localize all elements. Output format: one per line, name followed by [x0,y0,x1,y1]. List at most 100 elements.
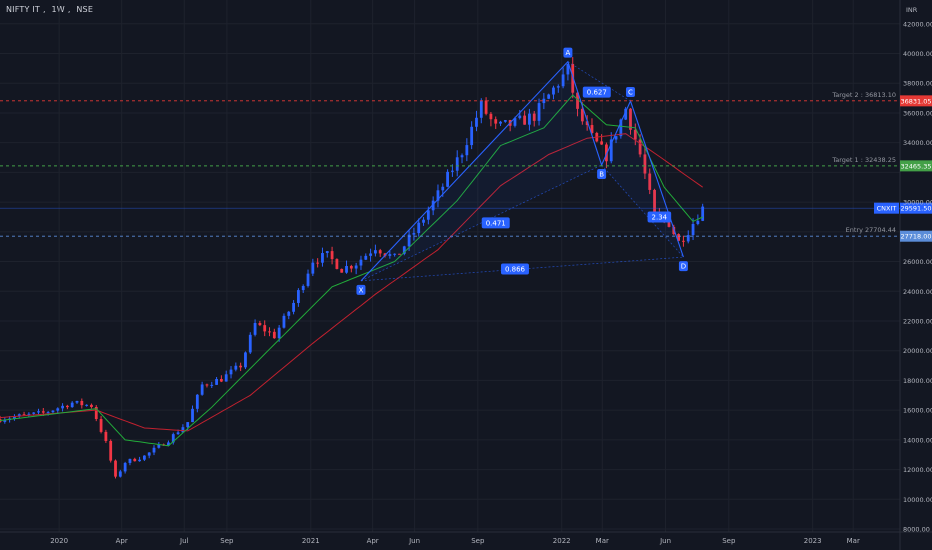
x-tick-label: Sep [471,537,485,545]
candle-body [248,334,252,353]
candle-body [75,400,79,403]
candle-body [561,74,565,87]
candle-body [94,406,98,420]
candle-body [282,315,286,328]
candle-body [316,262,320,264]
candle-body [3,419,7,422]
candle-body [354,265,358,269]
candle-body [13,416,16,419]
candle-body [691,223,695,236]
candle-body [321,253,324,263]
candle-body [263,325,267,332]
candle-body [590,125,594,134]
pattern-point-x-badge [356,284,366,295]
current-price-text: 29591.50 [900,205,931,213]
candle-body [46,412,50,414]
x-tick-label: Sep [722,537,736,545]
candle-body [191,408,194,423]
candle-body [123,462,127,472]
candle-body [402,246,406,254]
entry-price-badge [900,230,932,242]
pattern-ratio-line [567,61,631,102]
candle-body [244,352,247,368]
pattern-point-d-label: D [681,263,686,271]
pattern-point-c-badge [625,87,635,98]
candle-body [479,100,483,118]
symbol-name: NIFTY IT [6,5,40,14]
target1-price-text: 32465.35 [900,162,931,170]
candle-body [513,118,517,126]
candle-body [340,268,344,273]
candle-body [653,189,656,213]
target2-label: Target 2 : 36813.10 [831,91,896,99]
x-tick-label: 2022 [553,537,571,545]
x-tick-label: Jun [408,537,420,545]
candle-body [701,206,705,221]
candle-body [258,322,262,326]
candle-body [393,253,397,255]
candle-body [118,471,122,477]
pattern-point-x-label: X [359,286,364,294]
candle-body [470,126,474,146]
candle-body [407,234,411,247]
candle-body [171,434,175,443]
x-tick-label: 2020 [50,537,68,545]
ratio-badge [500,263,529,275]
target1-price-badge [900,160,932,172]
pattern-point-a-badge [563,47,573,58]
candle-body [138,459,141,462]
y-tick-label: 10000.00 [903,496,932,504]
x-tick-label: Sep [220,537,234,545]
pattern-xab-fill [360,61,602,281]
candle-body [51,410,55,413]
ratio-badge [582,86,611,98]
candle-body [253,322,257,335]
candle-body [417,222,421,234]
pattern-ratio-line [360,164,602,282]
candle-body [195,394,199,409]
target1-label: Target 1 : 32438.25 [831,156,896,164]
candle-body [547,94,551,99]
candle-body [292,302,295,312]
candle-body [465,145,469,156]
candle-body [426,210,430,220]
candle-body [682,240,685,242]
y-tick-label: 34000.00 [903,139,932,147]
x-tick-label: Jun [659,537,671,545]
candle-body [672,226,676,235]
candle-body [518,115,522,119]
candle-body [239,365,243,368]
candle-body [147,452,151,456]
y-tick-label: 24000.00 [903,288,932,296]
candle-body [181,427,185,433]
x-tick-label: Jul [179,537,189,545]
y-tick-label: 20000.00 [903,347,932,355]
candle-body [619,119,623,137]
candle-body [398,253,401,255]
entry-price-text: 27718.00 [900,233,931,241]
ema-fast-line [0,94,703,447]
candle-body [152,447,156,453]
candle-body [503,120,507,122]
y-tick-label: 36000.00 [903,109,932,117]
candle-body [80,400,84,406]
candle-body [65,405,69,408]
candle-body [460,155,464,158]
candle-body [523,115,526,125]
ratio-label: 2.34 [652,213,668,221]
candle-body [537,103,541,121]
ratio-badge [647,211,672,223]
candle-body [364,255,368,260]
y-tick-label: 22000.00 [903,317,932,325]
y-tick-label: 40000.00 [903,50,932,58]
candle-body [441,186,445,191]
candle-body [287,311,291,316]
y-tick-label: 26000.00 [903,258,932,266]
candle-body [128,458,132,463]
candle-body [268,331,271,333]
candle-body [27,413,31,415]
candle-body [335,259,339,269]
pattern-point-b-label: B [599,170,604,178]
